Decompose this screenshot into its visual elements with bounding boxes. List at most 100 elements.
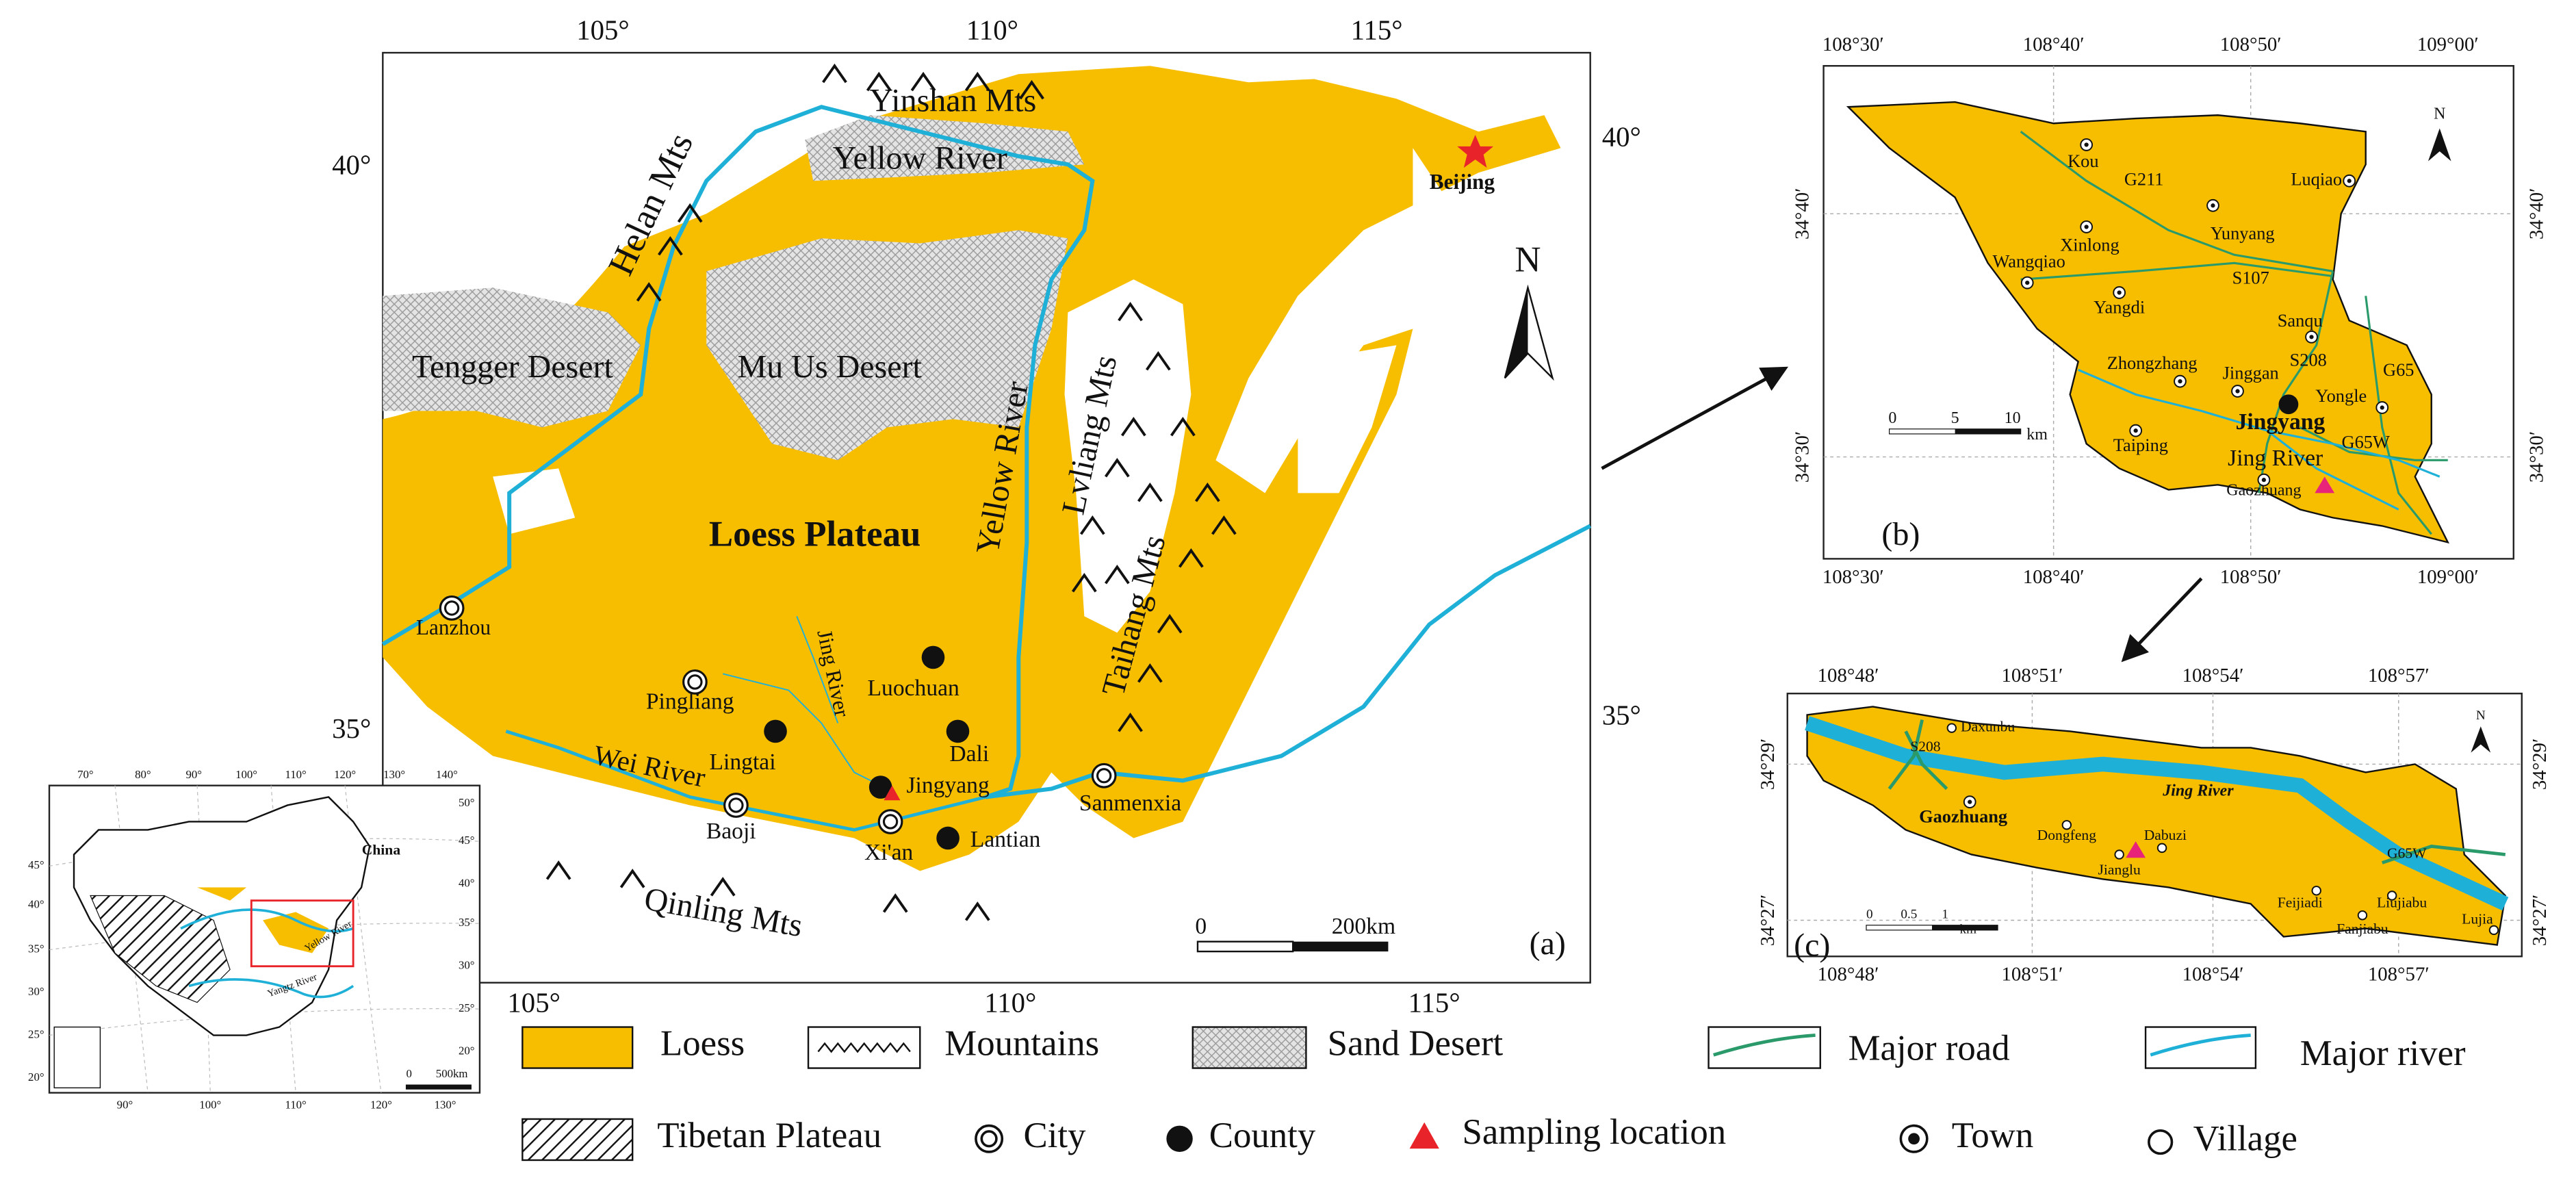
county — [921, 645, 945, 669]
tick-label: 108°50′ — [2220, 566, 2282, 588]
south-china-sea-box — [53, 1026, 101, 1089]
legend-swatch — [521, 1026, 634, 1069]
yellow-river — [381, 105, 1592, 799]
tick-label: 40° — [28, 898, 44, 911]
town — [2211, 203, 2215, 208]
county — [868, 775, 892, 799]
tick-label: 105° — [507, 988, 561, 1018]
legend-label: Tibetan Plateau — [657, 1116, 881, 1155]
legend-label: Loess — [660, 1023, 745, 1063]
road — [2020, 131, 2448, 535]
scale-label: 10 — [2005, 409, 2021, 427]
legend-swatch — [807, 1026, 921, 1069]
north-arrow — [2427, 128, 2451, 162]
north-label: N — [1515, 240, 1541, 279]
tick-label: 130° — [435, 1099, 456, 1112]
desert — [383, 287, 641, 428]
scale-label: 5 — [1951, 409, 1959, 427]
place-label: Lantian — [970, 827, 1041, 852]
scale-label: 500km — [436, 1067, 468, 1080]
scale-label: km — [1960, 922, 1977, 936]
place-label: Sanmenxia — [1079, 791, 1181, 816]
legend-label: Major road — [1849, 1029, 2010, 1068]
main-map — [381, 51, 1592, 984]
tick-label: 115° — [1408, 988, 1460, 1018]
north-arrow — [2471, 726, 2491, 753]
loess-area — [383, 66, 1561, 871]
tick-label: 110° — [285, 768, 306, 781]
legend-county — [1166, 1125, 1193, 1152]
place-label: Jianglu — [2098, 861, 2141, 877]
legend-label: Sand Desert — [1328, 1023, 1504, 1063]
place-label: Xi'an — [864, 840, 914, 865]
village — [2488, 925, 2499, 936]
tick-label: 45° — [459, 834, 475, 847]
scale-label: 0 — [1866, 908, 1873, 922]
tick-label: 108°30′ — [1822, 34, 1884, 55]
north-label: N — [2476, 708, 2486, 723]
tick-label: 120° — [334, 768, 356, 781]
county — [936, 826, 959, 850]
town — [2380, 405, 2384, 410]
place-label: Luqiao — [2291, 168, 2342, 189]
tick-label: 108°57′ — [2368, 665, 2430, 687]
legend-label: Mountains — [944, 1023, 1099, 1063]
place-label: Yellow River — [833, 140, 1007, 176]
desert — [706, 230, 1068, 461]
cities — [439, 595, 1117, 850]
tick-label: 90° — [117, 1099, 133, 1112]
village — [1946, 723, 1957, 733]
tick-label: 108°30′ — [1822, 566, 1884, 588]
tick-label: 34°29′ — [2529, 739, 2551, 790]
desert — [805, 115, 1085, 181]
tick-label: 45° — [28, 858, 44, 871]
place-label: Dali — [949, 741, 989, 767]
scale-label: 0 — [1195, 914, 1207, 939]
tick-label: 140° — [436, 768, 458, 781]
legend-river — [2150, 1034, 2251, 1057]
village — [2156, 843, 2167, 854]
place-label: Mu Us Desert — [738, 348, 923, 385]
tick-label: 108°54′ — [2182, 665, 2244, 687]
place-label: Feijiadi — [2278, 894, 2323, 910]
place-label: G65W — [2342, 431, 2390, 452]
scale-label: 0 — [1888, 409, 1896, 427]
mountains — [545, 63, 1237, 921]
scale-label: 1 — [1942, 908, 1948, 922]
tick-label: 40° — [1602, 122, 1641, 153]
place-label: G65W — [2387, 845, 2427, 861]
sampling-location — [2315, 476, 2335, 493]
place-label: Gaozhuang — [1919, 806, 2007, 827]
place-label: Lingtai — [710, 749, 776, 775]
tick-label: 35° — [28, 942, 44, 955]
tick-label: 20° — [28, 1070, 44, 1083]
town — [2117, 290, 2122, 295]
place-label: G65 — [2383, 359, 2414, 380]
scale-bar — [405, 1084, 472, 1090]
place-label: Sanqu — [2278, 310, 2323, 331]
place-label: S208 — [1910, 738, 1940, 754]
tick-label: 108°48′ — [1818, 964, 1879, 986]
place-label: Liujiabu — [2377, 894, 2427, 910]
tick-label: 34°30′ — [1791, 431, 1813, 483]
arrow — [1601, 366, 1788, 470]
tick-label: 108°54′ — [2182, 964, 2244, 986]
tick-label: 70° — [77, 768, 94, 781]
county — [2278, 394, 2299, 415]
place-label: Dabuzi — [2144, 827, 2187, 843]
legend-label: Village — [2193, 1119, 2297, 1159]
sampling-location — [884, 785, 901, 801]
legend-label: Sampling location — [1462, 1112, 1726, 1152]
village — [2061, 820, 2072, 830]
place-label: Jingyang — [906, 773, 990, 798]
tick-label: 34°27′ — [2529, 895, 2551, 946]
scale-bar — [1293, 941, 1389, 952]
tick-label: 20° — [459, 1044, 475, 1057]
place-label: China — [362, 842, 401, 858]
tick-label: 25° — [459, 1001, 475, 1014]
non-loess — [1298, 345, 1397, 493]
place-label: Luochuan — [868, 676, 960, 701]
legend-swatch — [521, 1118, 634, 1162]
river — [180, 908, 355, 999]
tick-label: 109°00′ — [2417, 566, 2479, 588]
